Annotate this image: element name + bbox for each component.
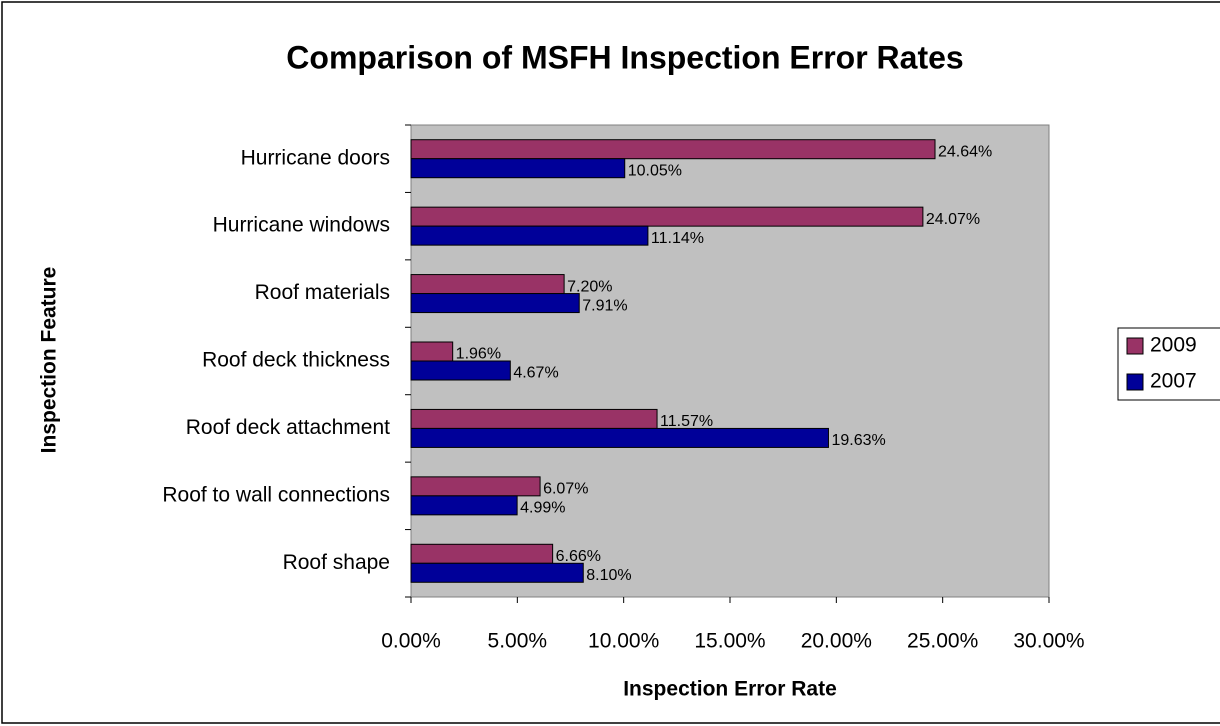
legend-swatch xyxy=(1126,373,1144,391)
value-label: 4.67% xyxy=(513,365,558,382)
value-label: 24.64% xyxy=(938,143,992,160)
chart-title: Comparison of MSFH Inspection Error Rate… xyxy=(286,39,963,75)
value-label: 6.66% xyxy=(556,548,601,565)
bar xyxy=(410,139,936,160)
bar xyxy=(410,293,580,314)
y-axis-title: Inspection Feature xyxy=(38,267,61,454)
bar xyxy=(410,158,626,179)
plot-area xyxy=(410,124,1050,598)
bar xyxy=(410,206,924,227)
bar xyxy=(410,476,541,497)
value-label: 11.14% xyxy=(651,230,704,247)
value-label: 6.07% xyxy=(543,481,588,498)
x-tick-label: 5.00% xyxy=(488,630,548,653)
x-tick-label: 30.00% xyxy=(1013,630,1084,653)
x-tick-label: 0.00% xyxy=(381,630,441,653)
bar xyxy=(410,225,649,246)
legend-swatch xyxy=(1126,337,1144,355)
y-tick-label: Roof materials xyxy=(255,281,390,304)
bar xyxy=(410,408,658,429)
x-tick-label: 10.00% xyxy=(588,630,659,653)
bar xyxy=(410,341,454,362)
value-label: 7.20% xyxy=(567,278,612,295)
y-tick-label: Hurricane windows xyxy=(213,214,390,237)
y-tick-label: Roof deck attachment xyxy=(186,416,390,439)
bar xyxy=(410,495,518,516)
value-label: 7.91% xyxy=(582,297,627,314)
x-axis-title: Inspection Error Rate xyxy=(623,678,837,701)
bar xyxy=(410,562,584,583)
value-label: 19.63% xyxy=(831,432,885,449)
value-label: 8.10% xyxy=(586,567,631,584)
value-label: 24.07% xyxy=(926,211,980,228)
y-tick-label: Roof shape xyxy=(283,551,390,574)
legend-label: 2009 xyxy=(1150,334,1197,357)
value-label: 4.99% xyxy=(520,500,565,517)
legend-label: 2007 xyxy=(1150,370,1197,393)
value-label: 11.57% xyxy=(660,413,713,430)
bar xyxy=(410,543,554,564)
bar xyxy=(410,427,829,448)
x-tick-label: 15.00% xyxy=(694,630,765,653)
value-label: 1.96% xyxy=(456,346,501,363)
bar xyxy=(410,360,511,381)
y-tick-label: Roof to wall connections xyxy=(162,483,390,506)
y-tick-label: Hurricane doors xyxy=(241,146,390,169)
x-tick-label: 20.00% xyxy=(801,630,872,653)
x-tick-label: 25.00% xyxy=(907,630,978,653)
value-label: 10.05% xyxy=(628,162,682,179)
bar xyxy=(410,274,565,295)
y-tick-label: Roof deck thickness xyxy=(202,349,390,372)
